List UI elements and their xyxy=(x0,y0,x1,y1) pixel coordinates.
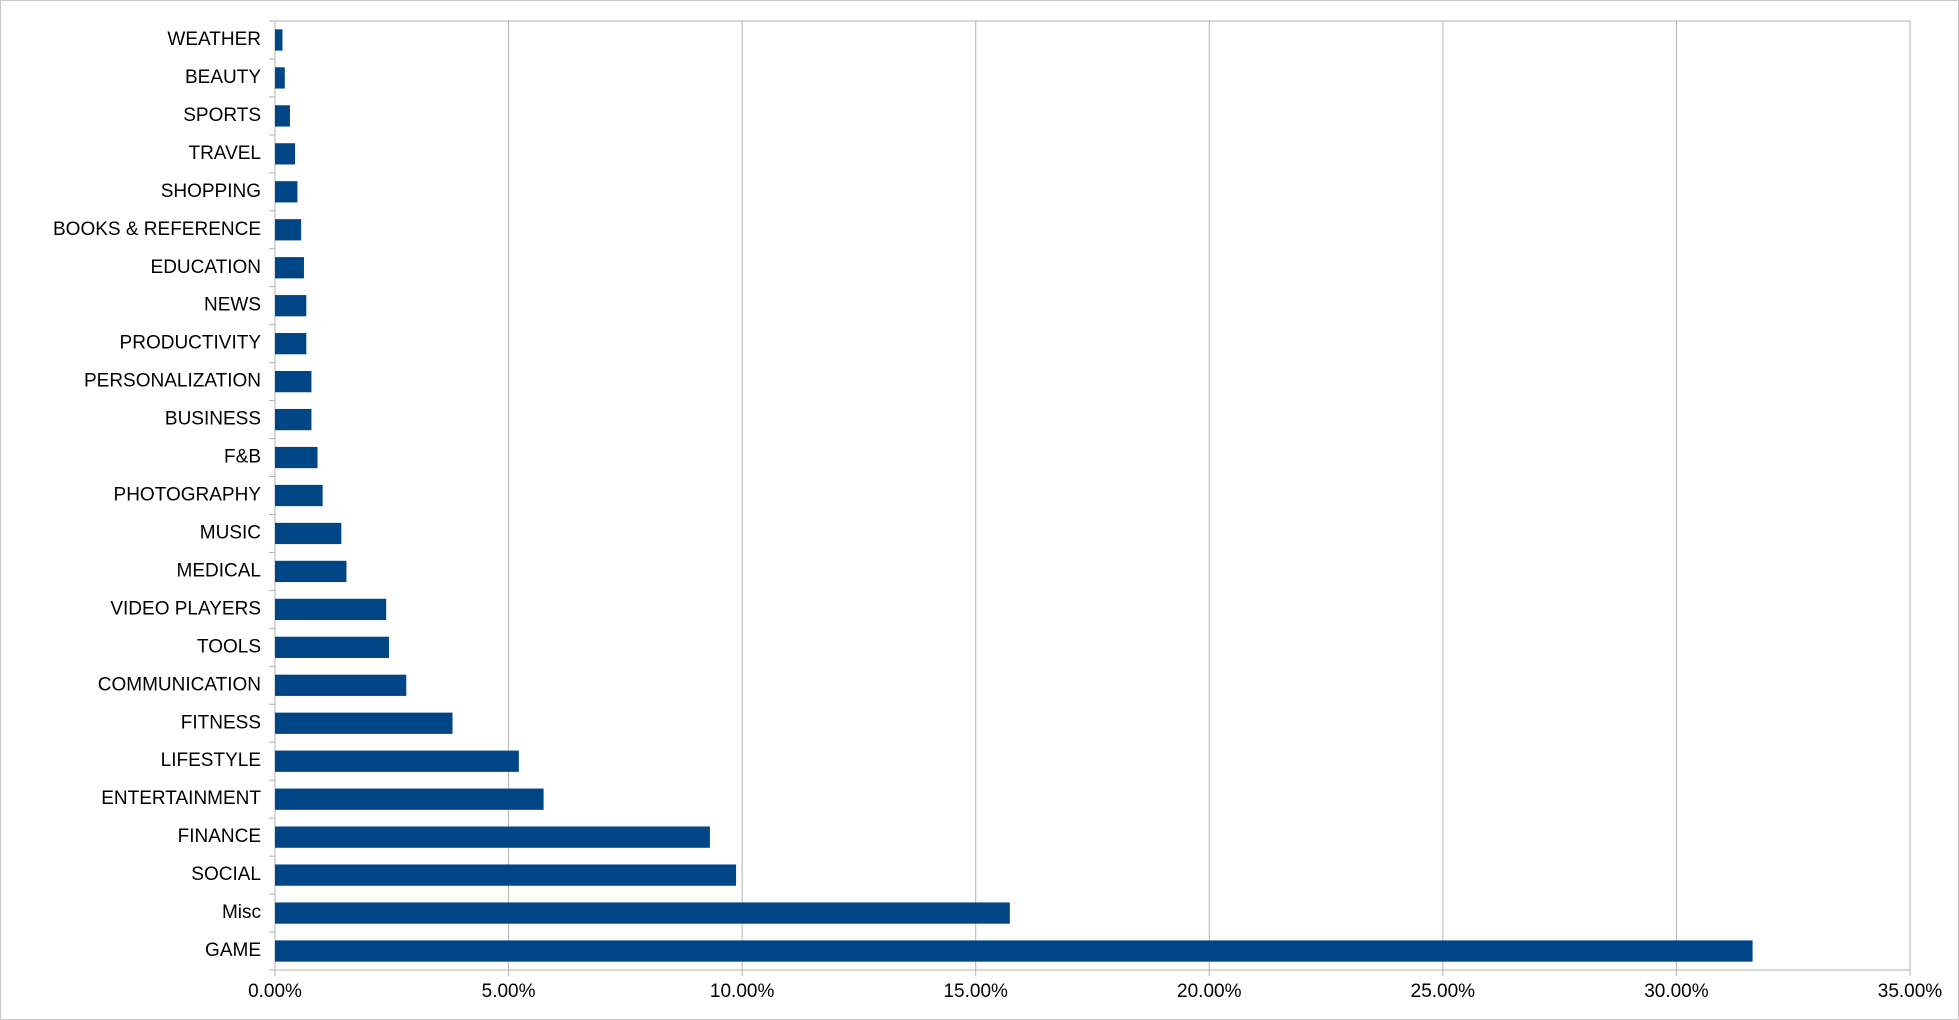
bar xyxy=(275,636,389,658)
y-tick-label: BUSINESS xyxy=(165,409,261,430)
y-tick-label: Misc xyxy=(222,902,261,923)
bar xyxy=(275,219,302,241)
y-tick-label: FINANCE xyxy=(178,826,261,847)
bar xyxy=(275,674,407,696)
y-tick-label: VIDEO PLAYERS xyxy=(110,598,261,619)
bar xyxy=(275,370,312,393)
x-tick-label: 30.00% xyxy=(1644,981,1709,1002)
bar xyxy=(275,408,312,431)
y-tick-label: BOOKS & REFERENCE xyxy=(53,219,261,240)
y-tick-label: NEWS xyxy=(204,295,261,316)
y-tick-label: WEATHER xyxy=(167,29,261,50)
bar xyxy=(275,181,298,203)
bar xyxy=(275,522,342,545)
bar xyxy=(275,940,1753,962)
y-tick-label: PERSONALIZATION xyxy=(84,371,261,392)
y-tick-label: FITNESS xyxy=(181,712,261,733)
y-tick-label: COMMUNICATION xyxy=(98,674,261,695)
y-tick-label: MEDICAL xyxy=(177,560,261,581)
x-tick-label: 10.00% xyxy=(710,981,775,1002)
y-tick-label: SOCIAL xyxy=(191,864,261,885)
bar xyxy=(275,446,318,469)
bar xyxy=(275,902,1010,924)
y-tick-label: PRODUCTIVITY xyxy=(120,333,262,354)
y-tick-label: SPORTS xyxy=(183,105,261,126)
bar xyxy=(275,333,307,355)
x-tick-label: 35.00% xyxy=(1878,981,1943,1002)
bar xyxy=(275,598,387,621)
bar xyxy=(275,105,290,127)
y-tick-label: LIFESTYLE xyxy=(161,750,261,771)
bar xyxy=(275,143,296,165)
bar xyxy=(275,29,283,51)
y-tick-label: SHOPPING xyxy=(161,181,261,202)
y-tick-label: F&B xyxy=(224,447,261,468)
bar xyxy=(275,712,453,734)
y-tick-label: GAME xyxy=(205,940,261,961)
y-tick-label: TOOLS xyxy=(197,636,261,657)
x-tick-label: 15.00% xyxy=(943,981,1008,1002)
bar xyxy=(275,560,347,583)
y-tick-label: BEAUTY xyxy=(185,67,261,88)
x-tick-label: 20.00% xyxy=(1177,981,1242,1002)
bar xyxy=(275,484,323,507)
x-tick-label: 0.00% xyxy=(248,981,302,1002)
x-tick-label: 5.00% xyxy=(482,981,536,1002)
bar xyxy=(275,788,544,810)
bar xyxy=(275,257,304,279)
bar xyxy=(275,864,737,886)
bar xyxy=(275,295,307,317)
y-tick-label: MUSIC xyxy=(200,522,261,543)
x-tick-label: 25.00% xyxy=(1411,981,1476,1002)
y-tick-label: EDUCATION xyxy=(151,257,261,278)
y-tick-label: ENTERTAINMENT xyxy=(101,788,261,809)
y-tick-label: PHOTOGRAPHY xyxy=(114,485,262,506)
y-tick-label: TRAVEL xyxy=(188,143,261,164)
bar xyxy=(275,750,519,772)
bar xyxy=(275,826,710,848)
bar xyxy=(275,67,285,89)
